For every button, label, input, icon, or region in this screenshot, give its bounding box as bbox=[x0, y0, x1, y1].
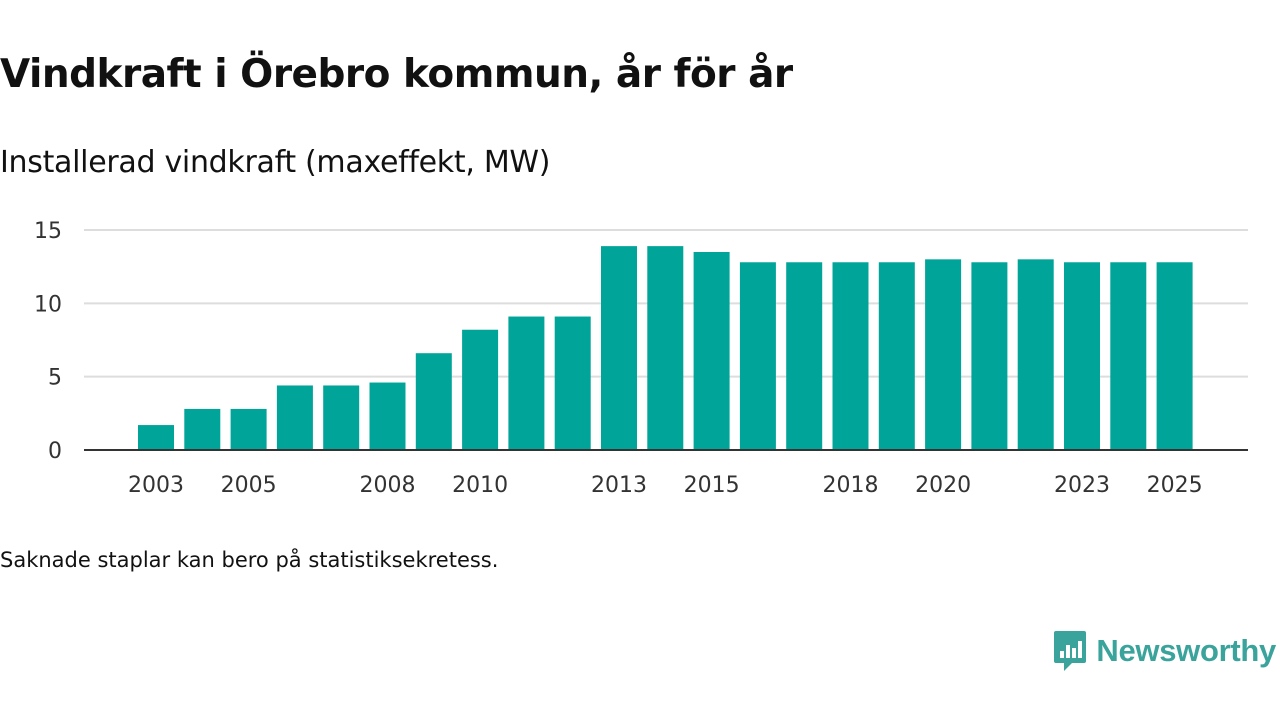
y-tick-label: 10 bbox=[34, 292, 62, 317]
bar-2009 bbox=[415, 353, 452, 450]
bar-2025 bbox=[1156, 262, 1193, 450]
brand-name: Newsworthy bbox=[1096, 633, 1276, 668]
x-tick-label-2018: 2018 bbox=[823, 473, 879, 498]
bar-2019 bbox=[878, 262, 915, 450]
brand-logo: Newsworthy bbox=[1052, 629, 1276, 673]
x-tick-label-2015: 2015 bbox=[684, 473, 740, 498]
chart-title: Vindkraft i Örebro kommun, år för år bbox=[0, 52, 793, 97]
bar-2004 bbox=[184, 408, 221, 450]
x-tick-label-2005: 2005 bbox=[221, 473, 277, 498]
x-tick-label-2025: 2025 bbox=[1147, 473, 1203, 498]
bar-2016 bbox=[739, 262, 776, 450]
x-tick-label-2020: 2020 bbox=[915, 473, 971, 498]
x-tick-label-2003: 2003 bbox=[128, 473, 184, 498]
newsworthy-logo-icon bbox=[1054, 631, 1087, 671]
x-tick-label-2013: 2013 bbox=[591, 473, 647, 498]
chart-subtitle: Installerad vindkraft (maxeffekt, MW) bbox=[0, 145, 551, 180]
x-tick-label-2023: 2023 bbox=[1054, 473, 1110, 498]
x-tick-label-2010: 2010 bbox=[452, 473, 508, 498]
bar-2011 bbox=[508, 316, 545, 450]
bar-2020 bbox=[925, 259, 962, 450]
bar-2017 bbox=[786, 262, 823, 450]
bar-2013 bbox=[601, 246, 637, 450]
bar-2014 bbox=[647, 246, 684, 450]
x-tick-label-2008: 2008 bbox=[360, 473, 416, 498]
bars bbox=[138, 246, 1193, 450]
bar-2018 bbox=[832, 262, 869, 450]
bar-2003 bbox=[138, 425, 174, 450]
bar-2012 bbox=[554, 316, 591, 450]
bar-2023 bbox=[1064, 262, 1100, 450]
y-axis-ticks: 0 5 10 15 bbox=[34, 219, 62, 464]
y-tick-label: 15 bbox=[34, 219, 62, 244]
bar-2005 bbox=[230, 408, 267, 450]
footnote: Saknade staplar kan bero på statistiksek… bbox=[0, 548, 499, 572]
bar-2024 bbox=[1110, 262, 1147, 450]
bar-2008 bbox=[369, 382, 406, 450]
bar-2015 bbox=[693, 252, 730, 450]
y-tick-label: 0 bbox=[48, 439, 62, 464]
y-tick-label: 5 bbox=[48, 366, 62, 391]
x-axis-ticks: 2003 2005 2008 2010 2013 2015 2018 2020 2023 2025 bbox=[128, 473, 1203, 498]
bar-2006 bbox=[276, 385, 313, 450]
bar-2010 bbox=[462, 329, 499, 450]
bar-2007 bbox=[323, 385, 360, 450]
bar-2021 bbox=[971, 262, 1008, 450]
bar-2022 bbox=[1017, 259, 1054, 450]
